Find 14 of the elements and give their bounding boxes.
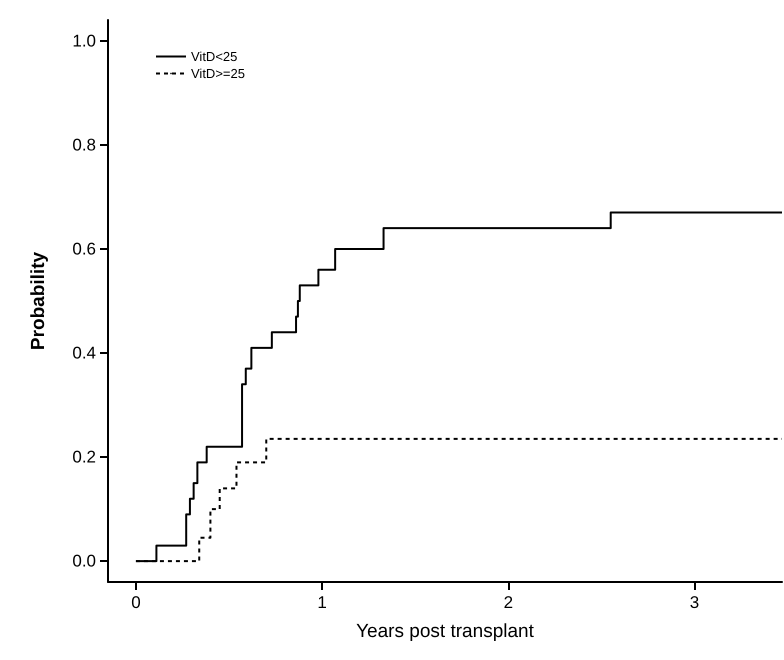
- x-tick-label: 0: [131, 593, 141, 612]
- x-tick-label: 1: [317, 593, 327, 612]
- y-tick-label: 0.4: [72, 344, 96, 363]
- y-tick-label: 0.8: [72, 135, 96, 154]
- x-tick-label: 3: [690, 593, 700, 612]
- x-tick-label: 2: [504, 593, 514, 612]
- y-axis-title: Probability: [28, 251, 49, 350]
- y-tick-label: 0.2: [72, 448, 96, 467]
- x-axis-title: Years post transplant: [356, 621, 535, 642]
- y-tick-label: 0.6: [72, 239, 96, 258]
- y-tick-label: 1.0: [72, 31, 96, 50]
- legend-label: VitD<25: [191, 49, 238, 64]
- y-tick-label: 0.0: [72, 552, 96, 571]
- legend-label: VitD>=25: [191, 66, 245, 81]
